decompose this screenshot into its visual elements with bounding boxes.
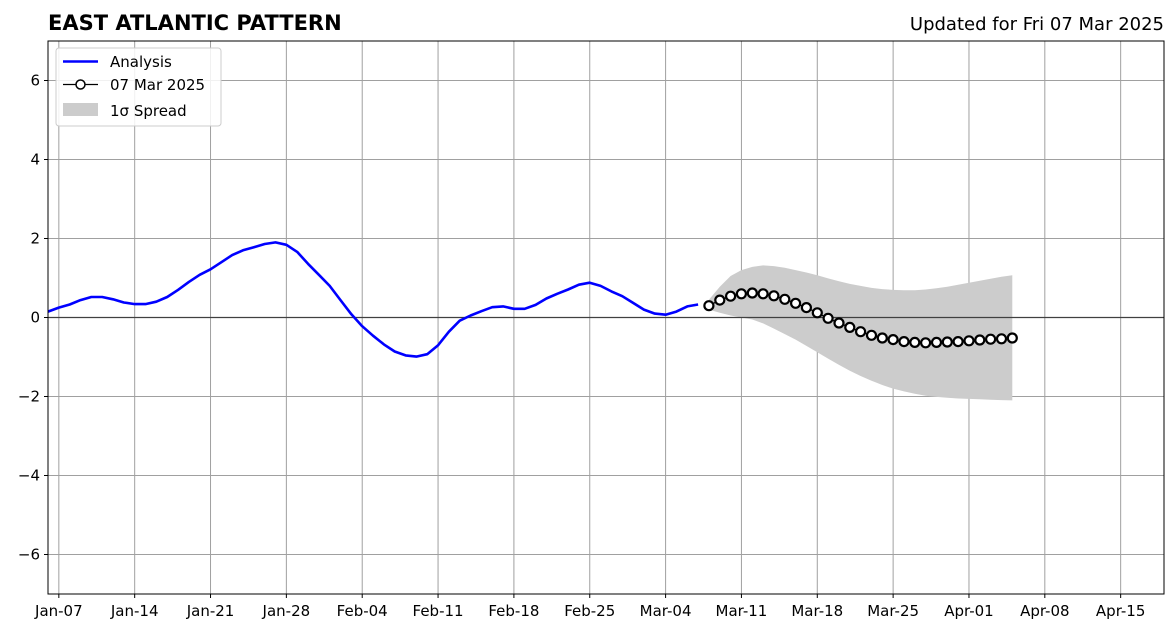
forecast-point [876, 332, 888, 344]
legend: Analysis 07 Mar 2025 1σ Spread [55, 47, 222, 127]
forecast-point [995, 333, 1008, 345]
forecast-point [714, 294, 726, 306]
legend-spread-label: 1σ Spread [110, 102, 187, 120]
x-tick-label-feb-18: Feb-18 [488, 602, 539, 620]
forecast-point [779, 293, 791, 305]
forecast-point [919, 337, 932, 349]
x-tick-label-feb-04: Feb-04 [337, 602, 388, 620]
x-tick-label-jan-07: Jan-07 [34, 602, 83, 620]
forecast-point [724, 290, 737, 302]
legend-spread-swatch [63, 103, 98, 116]
forecast-point [898, 336, 910, 348]
forecast-point [963, 335, 975, 347]
chart-subtitle: Updated for Fri 07 Mar 2025 [910, 14, 1164, 35]
y-tick-label: 4 [30, 151, 40, 169]
forecast-point [844, 321, 856, 333]
x-tick-label-apr-01: Apr-01 [944, 602, 994, 620]
forecast-point [735, 288, 748, 300]
x-tick-label-mar-18: Mar-18 [791, 602, 843, 620]
y-tick-label: 0 [30, 309, 40, 327]
x-tick-label-mar-11: Mar-11 [716, 602, 768, 620]
legend-forecast-label: 07 Mar 2025 [110, 76, 205, 94]
y-tick-label: −4 [18, 467, 40, 485]
forecast-point [909, 336, 921, 348]
forecast-point [800, 302, 813, 314]
forecast-point [941, 336, 953, 348]
forecast-point [768, 290, 780, 302]
forecast-point [833, 317, 845, 329]
forecast-point [865, 329, 878, 341]
forecast-point [703, 300, 715, 312]
series-layer [47, 241, 1018, 358]
x-tick-label-feb-11: Feb-11 [413, 602, 464, 620]
y-tick-label: −2 [18, 388, 40, 406]
x-tick-label-apr-15: Apr-15 [1096, 602, 1146, 620]
y-axis: −6 −4 −2 0 2 4 6 [18, 72, 48, 564]
forecast-point [746, 287, 758, 299]
x-tick-label-jan-21: Jan-21 [186, 602, 235, 620]
legend-analysis-label: Analysis [110, 53, 172, 71]
y-tick-label: 6 [30, 72, 40, 90]
y-tick-label: −6 [18, 546, 40, 564]
forecast-point [984, 333, 997, 345]
forecast-point [887, 334, 899, 346]
x-tick-label-mar-04: Mar-04 [640, 602, 692, 620]
x-tick-label-apr-08: Apr-08 [1020, 602, 1070, 620]
x-axis: Jan-07 Jan-14 Jan-21 Jan-28 Feb-04 Feb-11 Feb-… [34, 594, 1145, 620]
analysis-line [47, 241, 699, 358]
forecast-point [952, 336, 964, 348]
forecast-point [811, 307, 823, 319]
legend-forecast-marker [75, 79, 86, 90]
forecast-point [789, 297, 802, 309]
x-tick-label-jan-14: Jan-14 [110, 602, 159, 620]
x-tick-label-feb-25: Feb-25 [564, 602, 615, 620]
x-tick-label-jan-28: Jan-28 [262, 602, 311, 620]
forecast-point [854, 326, 867, 338]
forecast-point [974, 334, 986, 346]
chart-title: EAST ATLANTIC PATTERN [48, 11, 342, 35]
forecast-point [930, 336, 943, 348]
x-tick-label-mar-25: Mar-25 [867, 602, 919, 620]
y-tick-label: 2 [30, 230, 40, 248]
forecast-point [822, 312, 834, 324]
forecast-point [757, 288, 769, 300]
forecast-point [1006, 332, 1018, 344]
